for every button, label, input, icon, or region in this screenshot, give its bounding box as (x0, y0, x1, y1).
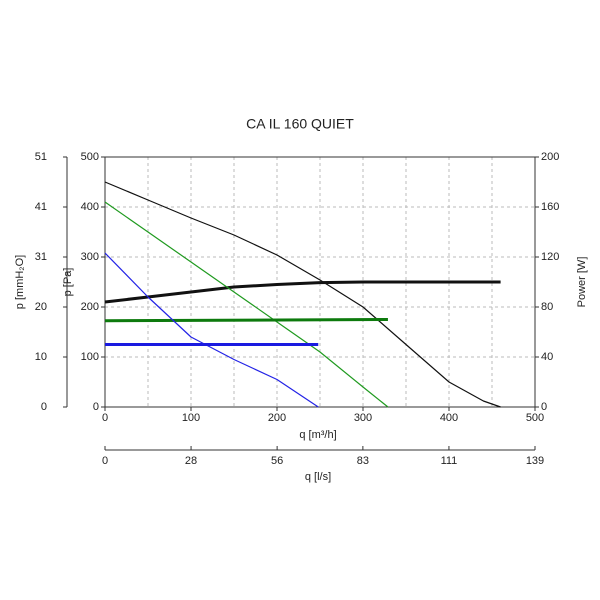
y2-tick-label: 80 (541, 301, 553, 313)
x2-axis-label: q [l/s] (305, 471, 331, 483)
y-tick-label: 300 (81, 251, 99, 263)
plot-frame (104, 156, 536, 408)
power-curve (104, 318, 388, 323)
y-axis-label: p [Pa] (62, 268, 74, 297)
chart-title: CA IL 160 QUIET (246, 116, 354, 132)
power-curve (104, 280, 501, 304)
x2-tick-label: 111 (441, 455, 458, 467)
y3-axis-label: p [mmH₂O] (14, 255, 26, 309)
y-tick-label: 100 (81, 351, 99, 363)
x2-tick-label: 139 (526, 455, 544, 467)
x-tick-label: 0 (102, 412, 108, 424)
x-tick-label: 300 (354, 412, 372, 424)
x-tick-label: 100 (182, 412, 200, 424)
y2-tick-label: 160 (541, 201, 559, 213)
pressure-curve (104, 201, 389, 408)
x2-tick-label: 28 (185, 455, 197, 467)
x2-tick-label: 0 (102, 455, 108, 467)
y2-tick-label: 200 (541, 151, 559, 163)
y-tick-label: 200 (81, 301, 99, 313)
y-tick-label: 0 (93, 401, 99, 413)
y2-tick-label: 0 (541, 401, 547, 413)
y3-tick-label: 41 (35, 201, 47, 213)
x-tick-label: 500 (526, 412, 544, 424)
x2-tick-label: 83 (357, 455, 369, 467)
x-tick-label: 400 (440, 412, 458, 424)
y2-tick-label: 40 (541, 351, 553, 363)
y2-tick-label: 120 (541, 251, 559, 263)
y-tick-label: 400 (81, 201, 99, 213)
pressure-curve (104, 252, 319, 408)
y3-tick-label: 31 (35, 251, 47, 263)
y2-axis-label: Power [W] (576, 257, 588, 308)
x2-tick-label: 56 (271, 455, 283, 467)
x-axis-label: q [m³/h] (299, 429, 336, 441)
y3-tick-label: 10 (35, 351, 47, 363)
y3-tick-label: 51 (35, 151, 47, 163)
pressure-curve (104, 181, 501, 408)
y3-tick-label: 20 (35, 301, 47, 313)
y-tick-label: 500 (81, 151, 99, 163)
y3-tick-label: 0 (41, 401, 47, 413)
x-tick-label: 200 (268, 412, 286, 424)
